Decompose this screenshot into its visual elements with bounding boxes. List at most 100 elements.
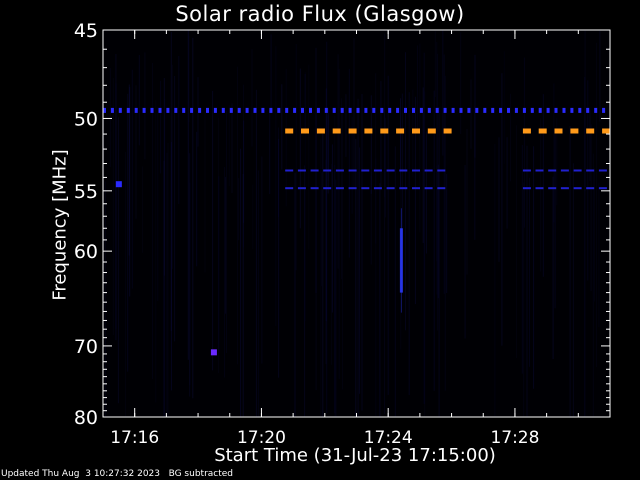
dotted-line-segment (237, 107, 241, 113)
noise-streak (442, 30, 444, 156)
noise-streak (217, 117, 219, 374)
noise-streak (424, 91, 426, 418)
noise-streak (414, 96, 416, 305)
noise-streak (446, 173, 448, 293)
noise-streak (423, 52, 425, 404)
noise-streak (509, 93, 511, 182)
noise-streak (281, 84, 283, 170)
dashed-line-segment (348, 187, 357, 190)
dashed-line-segment (335, 187, 344, 190)
noise-streak (401, 93, 403, 245)
noise-streak (419, 43, 421, 233)
dashed-line-segment (285, 187, 294, 190)
interference-band-segment (396, 128, 405, 134)
noise-streak (464, 165, 466, 339)
dotted-line-segment (348, 107, 352, 113)
dotted-line-segment (388, 107, 392, 113)
noise-streak (163, 78, 165, 276)
dotted-line-segment (522, 107, 526, 113)
dashed-line-segment (560, 187, 569, 190)
noise-streak (170, 32, 172, 331)
noise-streak (335, 179, 337, 417)
dotted-line-segment (103, 107, 106, 113)
noise-streak (304, 71, 306, 322)
interference-band-segment (364, 128, 373, 134)
x-tick-label: 17:24 (364, 428, 413, 448)
noise-streak (553, 83, 555, 223)
dotted-line-segment (467, 107, 471, 113)
interference-band-segment (316, 128, 325, 134)
noise-streak (526, 145, 528, 417)
noise-streak (351, 116, 353, 214)
noise-streak (128, 84, 130, 256)
noise-streak (257, 170, 259, 417)
noise-streak (144, 52, 146, 160)
noise-streak (387, 75, 389, 395)
noise-streak (285, 68, 287, 207)
noise-streak (117, 117, 119, 404)
noise-streak (572, 163, 574, 417)
noise-streak (261, 156, 263, 364)
noise-streak (494, 144, 496, 417)
noise-streak (417, 45, 419, 134)
noise-streak (188, 35, 190, 122)
noise-streak (155, 100, 157, 403)
noise-streak (593, 168, 595, 302)
noise-streak (501, 73, 503, 346)
dotted-line-segment (443, 107, 447, 113)
noise-streak (124, 151, 126, 417)
noise-streak (385, 117, 387, 218)
dashed-line-segment (399, 187, 408, 190)
dashed-line-segment (323, 169, 332, 172)
noise-streak (109, 68, 111, 168)
dashed-line-segment (548, 187, 557, 190)
dotted-line-segment (166, 107, 170, 113)
noise-streak (338, 68, 340, 379)
noise-streak (361, 94, 363, 411)
dotted-line-segment (427, 107, 431, 113)
interference-band-segment (412, 128, 420, 134)
interference-band-segment (570, 128, 579, 134)
dashed-line-segment (586, 169, 595, 172)
chart-title: Solar radio Flux (Glasgow) (175, 2, 465, 26)
noise-streak (529, 177, 530, 367)
noise-streak (242, 174, 244, 417)
dotted-line-segment (316, 107, 320, 113)
noise-streak (353, 38, 355, 188)
noise-streak (587, 80, 589, 281)
noise-streak (405, 52, 406, 331)
x-tick-label: 17:20 (237, 428, 286, 448)
dashed-line-segment (586, 187, 595, 190)
dotted-line-segment (554, 107, 558, 113)
noise-streak (189, 182, 191, 386)
x-axis-label: Start Time (31-Jul-23 17:15:00) (214, 445, 496, 466)
noise-streak (434, 31, 436, 98)
x-tick-label: 17:28 (490, 428, 539, 448)
dotted-line-segment (530, 107, 534, 113)
noise-streak (308, 64, 310, 250)
dashed-line-segment (437, 187, 446, 190)
noise-streak (218, 176, 220, 351)
noise-streak (252, 184, 254, 250)
dashed-line-segment (297, 169, 306, 172)
noise-streak (436, 165, 438, 295)
noise-streak (460, 32, 462, 134)
dotted-line-segment (206, 107, 209, 113)
interference-band-segment (554, 128, 563, 134)
dotted-line-segment (324, 107, 328, 113)
noise-streak (152, 62, 153, 379)
dashed-line-segment (598, 169, 607, 172)
noise-streak (104, 181, 106, 417)
dashed-line-segment (361, 169, 370, 172)
noise-streak (269, 109, 271, 195)
noise-streak (515, 125, 517, 358)
dotted-line-segment (110, 107, 114, 113)
noise-streak (224, 176, 226, 314)
noise-streak (295, 44, 297, 271)
noise-streak (470, 79, 472, 149)
noise-streak (187, 30, 189, 360)
dotted-line-segment (578, 107, 582, 113)
noise-streak (164, 98, 166, 418)
y-axis-label: Frequency [MHz] (49, 149, 71, 301)
dashed-line-segment (424, 169, 433, 172)
